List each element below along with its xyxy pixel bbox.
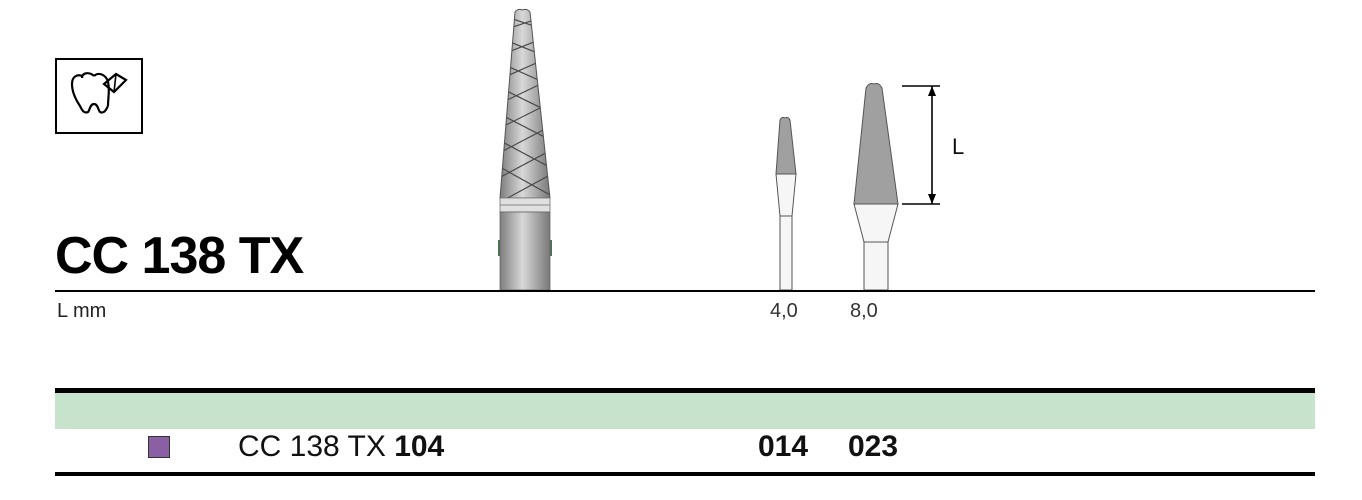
row-product-code: CC 138 TX 104 bbox=[238, 430, 444, 464]
title-rule bbox=[55, 290, 1315, 292]
length-unit-label: L mm bbox=[57, 300, 106, 323]
bur-size-2 bbox=[848, 82, 904, 295]
table-header-bar bbox=[55, 393, 1315, 429]
tooth-bur-icon bbox=[64, 66, 134, 126]
bur-illustration-main bbox=[490, 8, 560, 295]
row-product-bold: 104 bbox=[394, 430, 444, 463]
dimension-label: L bbox=[952, 134, 964, 160]
row-product-prefix: CC 138 TX bbox=[238, 430, 394, 463]
row-value-1: 014 bbox=[758, 430, 808, 464]
row-value-2: 023 bbox=[848, 430, 898, 464]
table-bottom-rule bbox=[55, 472, 1315, 476]
size-label-2: 8,0 bbox=[850, 300, 878, 323]
category-icon-box bbox=[55, 58, 143, 134]
bur-size-1 bbox=[768, 116, 804, 295]
shank-color-swatch bbox=[148, 436, 170, 458]
size-label-1: 4,0 bbox=[770, 300, 798, 323]
product-title: CC 138 TX bbox=[55, 226, 303, 286]
